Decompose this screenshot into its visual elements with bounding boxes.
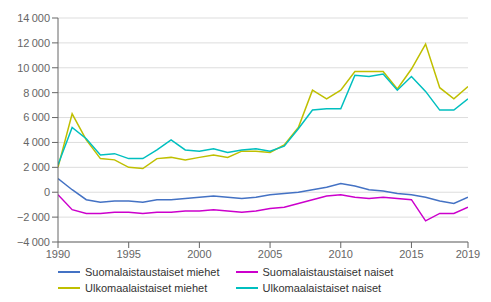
svg-text:−2 000: −2 000 xyxy=(17,211,50,223)
html-text:Suomalaistaustaiset miehet: Suomalaistaustaiset miehet xyxy=(85,266,220,278)
html-text:Suomalaistaustaiset naiset: Suomalaistaustaiset naiset xyxy=(262,266,394,278)
svg-text:2 000: 2 000 xyxy=(23,161,50,173)
svg-text:2005: 2005 xyxy=(258,248,282,260)
svg-text:12 000: 12 000 xyxy=(17,37,50,49)
svg-text:−4 000: −4 000 xyxy=(17,236,50,248)
svg-text:6 000: 6 000 xyxy=(23,111,50,123)
svg-text:4 000: 4 000 xyxy=(23,136,50,148)
svg-text:2010: 2010 xyxy=(329,248,353,260)
html-text:Ulkomaalaistaiset naiset: Ulkomaalaistaiset naiset xyxy=(262,282,382,294)
svg-text:2015: 2015 xyxy=(399,248,423,260)
html-text:Ulkomaalaistaiset miehet: Ulkomaalaistaiset miehet xyxy=(85,282,208,294)
svg-text:2000: 2000 xyxy=(187,248,211,260)
svg-text:10 000: 10 000 xyxy=(17,62,50,74)
svg-text:1995: 1995 xyxy=(116,248,140,260)
svg-text:14 000: 14 000 xyxy=(17,12,50,24)
svg-text:1990: 1990 xyxy=(46,248,70,260)
svg-text:0: 0 xyxy=(44,186,50,198)
svg-text:8 000: 8 000 xyxy=(23,87,50,99)
svg-text:2019: 2019 xyxy=(456,248,480,260)
